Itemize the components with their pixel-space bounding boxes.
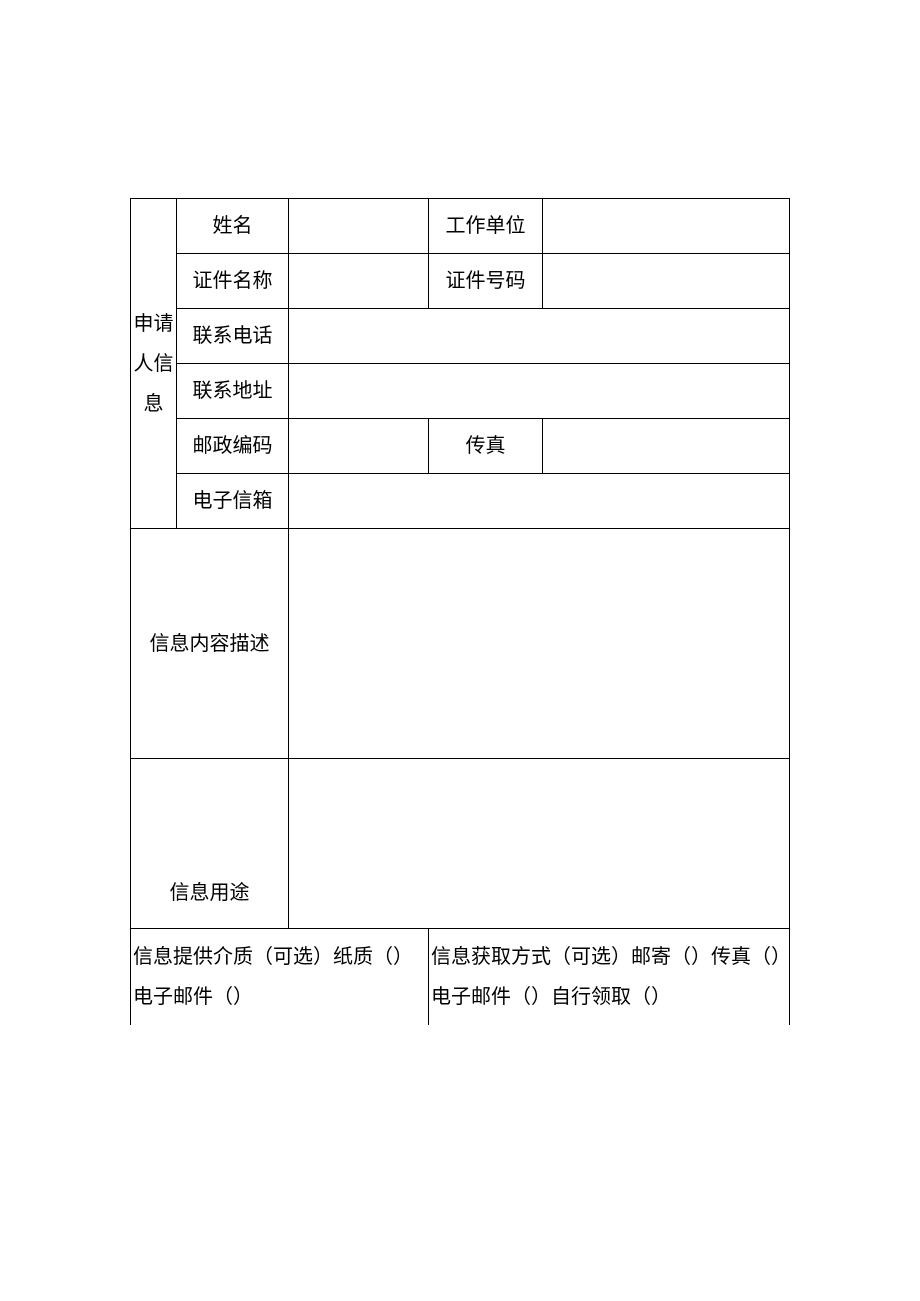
row-bottom: 信息提供介质（可选）纸质（）电子邮件（） 信息获取方式（可选）邮寄（）传真（）电…	[131, 929, 790, 1026]
value-post[interactable]	[289, 419, 429, 474]
value-fax[interactable]	[543, 419, 790, 474]
row-use: 信息用途	[131, 759, 790, 929]
value-phone[interactable]	[289, 309, 790, 364]
row-id: 证件名称 证件号码	[131, 254, 790, 309]
form-table: 申请人信息 姓名 工作单位 证件名称 证件号码 联系电话 联系地址 邮政编码 传…	[130, 198, 790, 1025]
value-idname[interactable]	[289, 254, 429, 309]
row-email: 电子信箱	[131, 474, 790, 529]
row-addr: 联系地址	[131, 364, 790, 419]
value-idnum[interactable]	[543, 254, 790, 309]
row-post: 邮政编码 传真	[131, 419, 790, 474]
label-post: 邮政编码	[177, 419, 289, 474]
label-workunit: 工作单位	[429, 199, 543, 254]
value-workunit[interactable]	[543, 199, 790, 254]
value-addr[interactable]	[289, 364, 790, 419]
application-form-table: 申请人信息 姓名 工作单位 证件名称 证件号码 联系电话 联系地址 邮政编码 传…	[130, 198, 790, 1025]
row-phone: 联系电话	[131, 309, 790, 364]
label-email: 电子信箱	[177, 474, 289, 529]
label-idnum: 证件号码	[429, 254, 543, 309]
label-method-options[interactable]: 信息获取方式（可选）邮寄（）传真（）电子邮件（）自行领取（）	[429, 929, 790, 1026]
value-use[interactable]	[289, 759, 790, 929]
row-desc: 信息内容描述	[131, 529, 790, 759]
value-desc[interactable]	[289, 529, 790, 759]
value-name[interactable]	[289, 199, 429, 254]
label-use: 信息用途	[131, 759, 289, 929]
label-medium-options[interactable]: 信息提供介质（可选）纸质（）电子邮件（）	[131, 929, 429, 1026]
label-idname: 证件名称	[177, 254, 289, 309]
applicant-info-header: 申请人信息	[131, 199, 177, 529]
row-name: 申请人信息 姓名 工作单位	[131, 199, 790, 254]
label-addr: 联系地址	[177, 364, 289, 419]
value-email[interactable]	[289, 474, 790, 529]
label-fax: 传真	[429, 419, 543, 474]
label-name: 姓名	[177, 199, 289, 254]
label-desc: 信息内容描述	[131, 529, 289, 759]
label-phone: 联系电话	[177, 309, 289, 364]
